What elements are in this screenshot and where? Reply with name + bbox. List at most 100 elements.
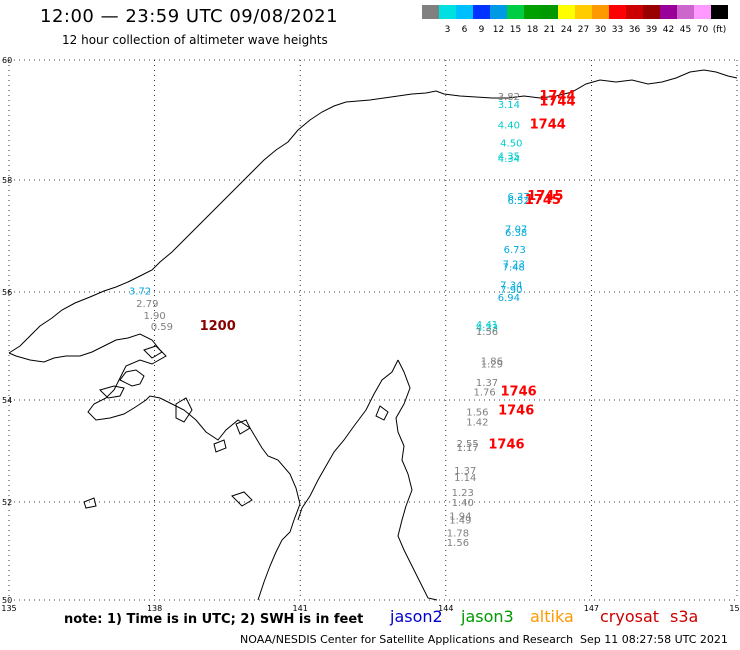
mission-jason2: jason2 [390,607,443,626]
wave-height-label: 1.42 [466,418,488,429]
wave-height-label: 6.38 [505,228,527,239]
mission-altika: altika [530,607,574,626]
colorbar-swatch [439,5,456,19]
wave-height-label: 1.86 [481,356,503,367]
wave-height-label: 4.35 [498,152,520,163]
pass-time-label: 1746 [501,385,537,400]
colorbar-tick-label: 30 [595,25,607,35]
latitude-tick-label: 58 [2,176,12,185]
colorbar-swatch [456,5,473,19]
colorbar-swatch [575,5,592,19]
wave-height-label: 1.56 [447,538,469,549]
wave-height-label: 1.90 [143,311,165,322]
colorbar-tick-label: 70 [697,25,709,35]
colorbar-tick-label: 39 [646,25,658,35]
wave-height-label: 7.23 [503,259,525,270]
colorbar-swatch [643,5,660,19]
wave-height-label: 1.37 [454,466,476,477]
wave-height-label: 6.94 [498,293,520,304]
wave-height-label: 1.56 [466,407,488,418]
wave-height-label: 1.56 [476,327,498,338]
colorbar-swatch [694,5,711,19]
wave-height-label: 7.34 [500,281,522,292]
credit-line: NOAA/NESDIS Center for Satellite Applica… [240,633,574,646]
wave-height-label: 4.34 [498,154,520,165]
wave-height-label: 2.55 [457,439,479,450]
colorbar-swatch [507,5,524,19]
colorbar-tick-label: 27 [578,25,589,35]
wave-height-label: 2.79 [136,299,158,310]
pass-time-label: 1746 [498,403,534,418]
colorbar-legend: 3 6 9 12 15 18 21 24 27 30 33 36 39 42 45 70 (ft) [422,5,728,35]
wave-height-label: 4.41 [476,320,498,331]
wave-height-label: 1.78 [447,528,469,539]
colorbar-swatch [609,5,626,19]
colorbar-tick-label: 21 [544,25,555,35]
pass-time-label: 1744 [539,95,575,110]
colorbar-swatch [677,5,694,19]
wave-height-label: 1.14 [454,473,476,484]
colorbar-tick-label: 12 [493,25,504,35]
chart-title: 12:00 — 23:59 UTC 09/08/2021 [40,6,339,27]
colorbar-tick-label: (ft) [713,25,727,35]
colorbar-tick-label: 9 [479,25,485,35]
pass-time-label: 1745 [525,193,561,208]
wave-height-label: 6.52 [507,196,529,207]
wave-height-label: 7.90 [500,285,522,296]
chart-subtitle: 12 hour collection of altimeter wave hei… [62,33,328,47]
mission-cryosat: cryosat [600,607,660,626]
wave-height-labels: 3.823.14 4.40 4.50 4.354.34 6.376.52 7.076.38… [129,92,530,549]
colorbar-swatch [524,5,541,19]
wave-height-label: 1.23 [452,488,474,499]
wave-height-label: 0.59 [151,322,173,333]
colorbar-swatch [660,5,677,19]
wave-height-label: 1.49 [449,516,471,527]
wave-height-label: 6.73 [504,245,526,256]
units-note: note: 1) Time is in UTC; 2) SWH is in fe… [64,612,364,627]
mission-jason3: jason3 [461,607,514,626]
wave-height-label: 1.17 [457,443,479,454]
pass-time-label: 1200 [200,319,236,334]
latitude-tick-label: 52 [2,498,12,507]
mission-s3a: s3a [670,607,699,626]
wave-height-label: 4.40 [498,120,520,131]
colorbar-tick-label: 15 [510,25,521,35]
latitude-tick-label: 54 [2,396,12,405]
wave-height-label: 1.94 [449,512,471,523]
wave-height-label: 3.82 [498,92,520,103]
colorbar-swatch [473,5,490,19]
colorbar-tick-label: 42 [663,25,674,35]
graticule [8,59,738,601]
wave-height-label: 4.50 [500,138,522,149]
pass-time-label: 1744 [530,117,566,132]
latitude-tick-label: 56 [2,288,12,297]
longitude-tick-label: 147 [584,604,599,613]
axis-tick-labels: 135 138 141 144 147 150 50 52 54 56 58 60 [1,56,740,613]
longitude-tick-label: 150 [729,604,740,613]
pass-time-label: 1745 [527,189,563,204]
longitude-tick-label: 141 [293,604,308,613]
wave-height-label: 1.29 [481,360,503,371]
wave-height-label: 1.40 [452,498,474,509]
colorbar-swatch [490,5,507,19]
colorbar-swatch [626,5,643,19]
colorbar-tick-label: 24 [561,25,573,35]
colorbar-tick-label: 18 [527,25,539,35]
longitude-tick-label: 135 [1,604,16,613]
longitude-tick-label: 138 [147,604,162,613]
colorbar-swatch [422,5,439,19]
colorbar-tick-label: 6 [462,25,468,35]
colorbar-tick-label: 3 [445,25,451,35]
wave-height-label: 1.76 [473,388,495,399]
colorbar-swatch [558,5,575,19]
colorbar-tick-label: 45 [680,25,691,35]
colorbar-tick-label: 33 [612,25,623,35]
pass-time-label: 1746 [488,437,524,452]
wave-height-label: 4.33 [476,323,498,334]
wave-height-label: 3.72 [129,287,151,298]
generated-timestamp: Sep 11 08:27:58 UTC 2021 [580,633,728,646]
wave-height-label: 7.07 [505,225,527,236]
colorbar-tick-label: 36 [629,25,641,35]
